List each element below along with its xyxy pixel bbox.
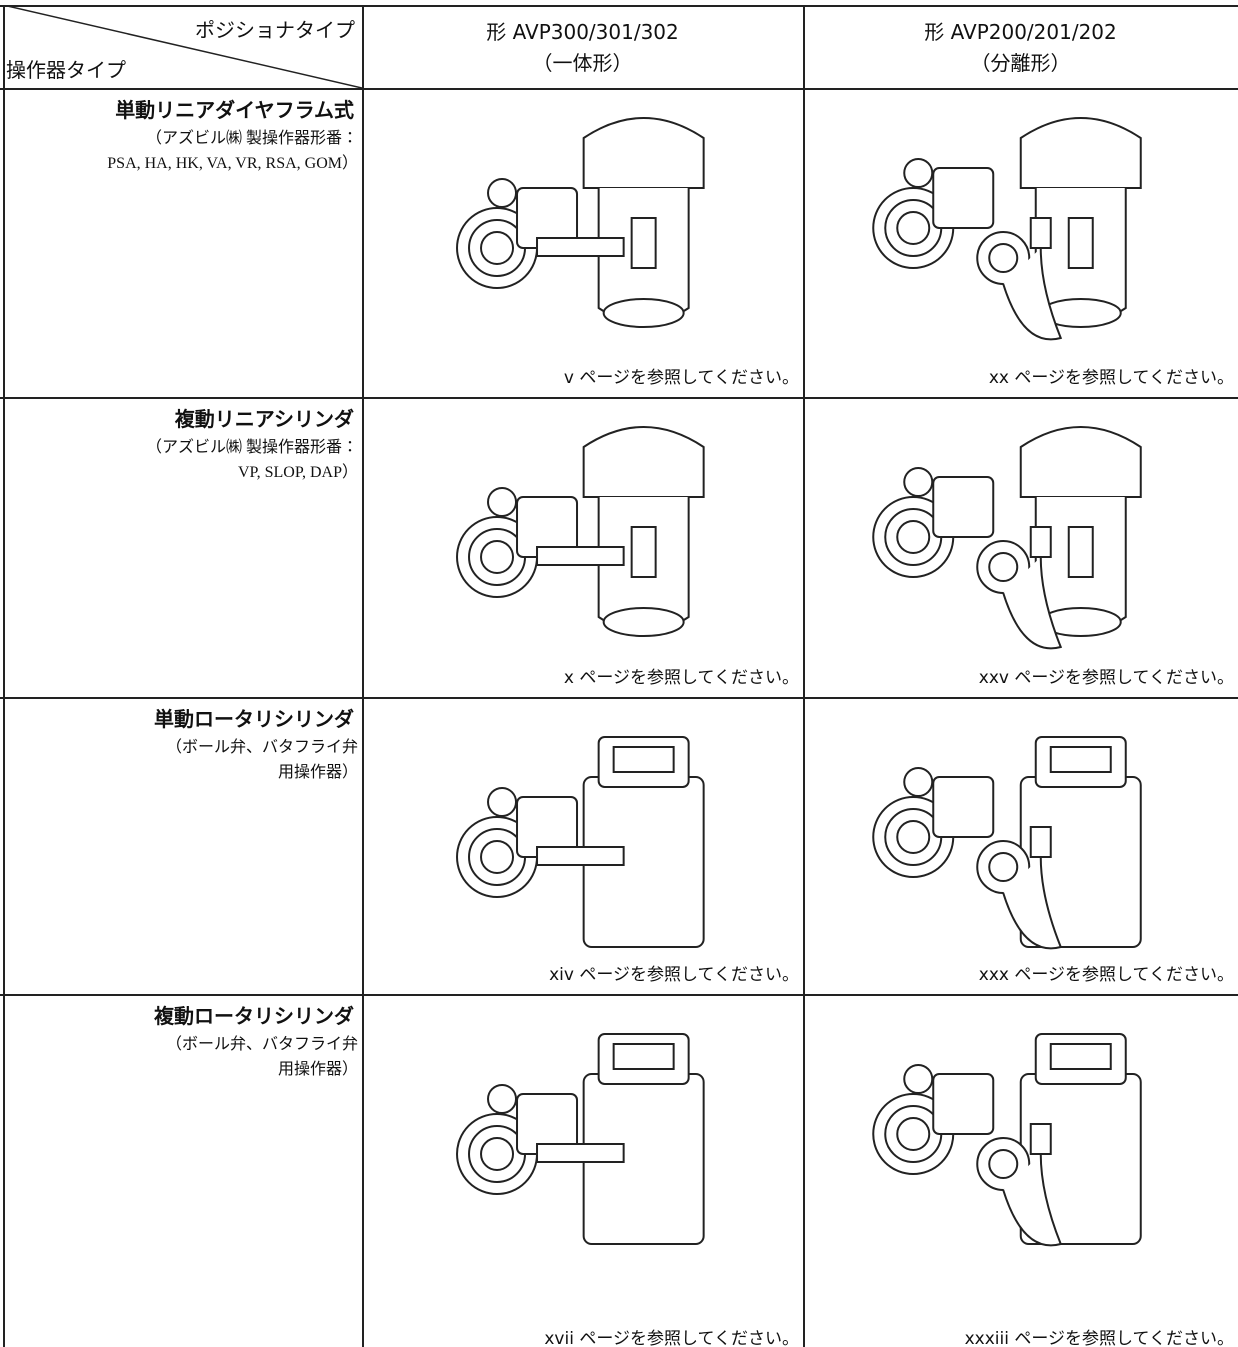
row-title: 複動ロータリシリンダ xyxy=(154,1004,354,1028)
reference: xxv ページを参照してください。 xyxy=(978,668,1234,688)
row-line xyxy=(0,994,1238,996)
col-line xyxy=(803,5,805,1347)
reference: x ページを参照してください。 xyxy=(563,668,799,688)
row-note: （アズビル㈱ 製操作器形番： xyxy=(145,439,358,456)
column-header: 形 AVP200/201/202 xyxy=(924,20,1117,44)
illustration xyxy=(872,736,1142,950)
reference: xxxiii ページを参照してください。 xyxy=(964,1329,1234,1347)
col-line xyxy=(3,5,5,1347)
illustration xyxy=(872,426,1142,650)
reference: xvii ページを参照してください。 xyxy=(544,1329,799,1347)
row-title: 単動リニアダイヤフラム式 xyxy=(115,98,354,122)
row-note: VP, SLOP, DAP） xyxy=(237,464,358,481)
reference: v ページを参照してください。 xyxy=(563,368,799,388)
border-line xyxy=(0,5,1238,7)
row-title: 複動リニアシリンダ xyxy=(174,407,354,431)
row-note: （ボール弁、バタフライ弁 xyxy=(165,739,358,756)
col-line xyxy=(362,5,364,1347)
illustration xyxy=(872,1033,1142,1247)
illustration xyxy=(872,117,1142,341)
illustration xyxy=(456,117,705,328)
row-note: PSA, HA, HK, VA, VR, RSA, GOM） xyxy=(107,155,358,172)
column-header: 形 AVP300/301/302 xyxy=(486,20,679,44)
row-line xyxy=(0,697,1238,699)
row-note: （アズビル㈱ 製操作器形番： xyxy=(145,130,358,147)
row-line xyxy=(0,88,1238,90)
row-note: （ボール弁、バタフライ弁 xyxy=(165,1036,358,1053)
illustration xyxy=(456,426,705,637)
row-title: 単動ロータリシリンダ xyxy=(154,707,354,731)
row-line xyxy=(0,397,1238,399)
reference: xxx ページを参照してください。 xyxy=(978,965,1234,985)
column-header: （一体形） xyxy=(532,51,633,75)
illustration xyxy=(456,736,705,948)
diag-top: ポジショナタイプ xyxy=(195,18,355,42)
reference: xiv ページを参照してください。 xyxy=(549,965,799,985)
column-header: （分離形） xyxy=(970,51,1071,75)
diag-bottom: 操作器タイプ xyxy=(6,58,126,82)
diagonal xyxy=(3,5,362,88)
row-note: 用操作器） xyxy=(277,1061,358,1078)
reference: xx ページを参照してください。 xyxy=(988,368,1234,388)
row-note: 用操作器） xyxy=(277,764,358,781)
illustration xyxy=(456,1033,705,1245)
